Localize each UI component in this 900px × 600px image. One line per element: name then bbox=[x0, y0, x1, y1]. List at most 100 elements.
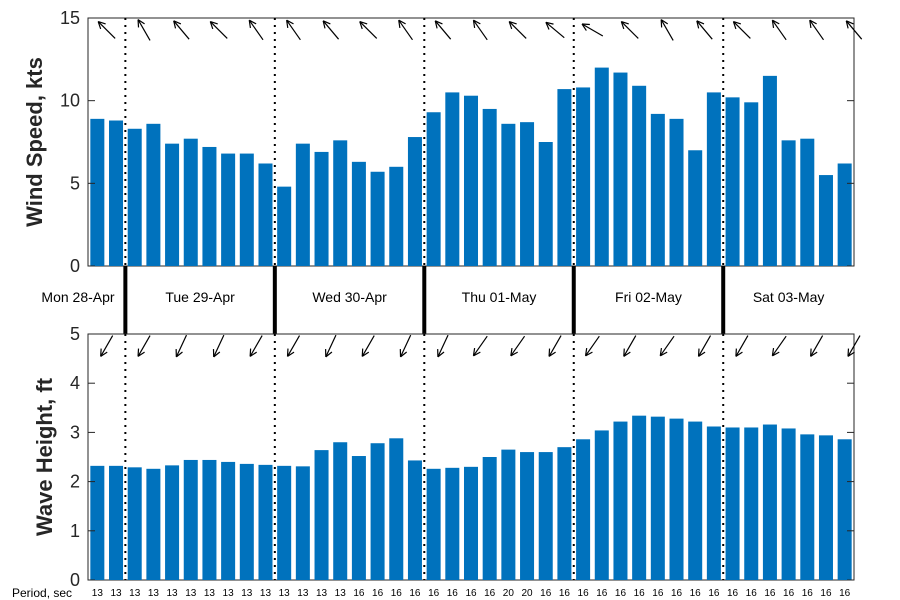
wind-bar bbox=[90, 118, 105, 266]
wave-direction-arrow bbox=[100, 335, 114, 357]
wave-y-axis-ticks: 0 1 2 3 4 5 bbox=[70, 324, 854, 590]
wave-bar bbox=[669, 418, 684, 580]
wave-bar bbox=[800, 434, 815, 580]
day-label: Thu 01-May bbox=[462, 289, 537, 305]
wave-tick-label: 2 bbox=[70, 472, 80, 492]
wind-bar bbox=[650, 113, 665, 266]
wind-bar bbox=[725, 97, 740, 266]
wind-direction-arrow bbox=[845, 20, 863, 40]
wave-tick-label: 3 bbox=[70, 422, 80, 442]
wind-direction-arrow bbox=[173, 20, 190, 40]
wind-bar bbox=[557, 89, 572, 267]
period-value: 13 bbox=[297, 588, 309, 599]
wave-bar bbox=[818, 435, 833, 580]
period-value: 13 bbox=[241, 588, 253, 599]
wind-bar bbox=[706, 92, 721, 267]
period-value: 16 bbox=[447, 588, 459, 599]
wind-direction-arrow bbox=[248, 19, 264, 41]
wind-direction-arrows bbox=[97, 19, 863, 41]
wind-direction-arrow bbox=[472, 19, 488, 41]
period-value: 16 bbox=[615, 588, 627, 599]
wind-bar bbox=[837, 163, 852, 266]
period-value: 16 bbox=[764, 588, 776, 599]
wave-bar bbox=[781, 428, 796, 580]
wave-bars bbox=[90, 415, 852, 580]
wind-bar bbox=[202, 146, 217, 266]
period-value: 16 bbox=[708, 588, 720, 599]
wind-bar bbox=[407, 137, 422, 266]
period-value: 20 bbox=[521, 588, 533, 599]
period-value: 16 bbox=[746, 588, 758, 599]
wind-tick-label: 5 bbox=[70, 173, 80, 193]
wind-direction-arrow bbox=[696, 20, 713, 40]
wave-bar bbox=[520, 452, 535, 580]
period-label: Period, sec bbox=[12, 586, 72, 600]
wave-direction-arrow bbox=[735, 335, 749, 357]
period-value: 16 bbox=[484, 588, 496, 599]
wave-bar bbox=[333, 442, 348, 580]
day-label: Sat 03-May bbox=[753, 289, 825, 305]
day-label: Tue 29-Apr bbox=[165, 289, 235, 305]
wind-speed-panel: 0 5 10 15 Wind Speed, kts bbox=[22, 8, 863, 276]
wave-direction-arrow bbox=[437, 334, 449, 358]
wave-bar bbox=[165, 465, 180, 580]
wave-direction-arrow bbox=[771, 335, 787, 357]
wind-bar bbox=[183, 138, 198, 266]
period-value: 16 bbox=[391, 588, 403, 599]
wave-bar bbox=[837, 439, 852, 580]
wind-direction-arrow bbox=[97, 20, 116, 39]
period-value: 13 bbox=[279, 588, 291, 599]
wave-direction-arrow bbox=[212, 334, 225, 358]
period-value: 13 bbox=[167, 588, 179, 599]
wind-bar bbox=[445, 92, 460, 267]
wind-bar bbox=[277, 186, 292, 266]
wave-bar bbox=[744, 427, 759, 580]
wave-direction-arrow bbox=[137, 335, 151, 357]
day-label: Fri 02-May bbox=[615, 289, 682, 305]
wave-bar bbox=[314, 450, 329, 580]
period-value: 13 bbox=[185, 588, 197, 599]
wind-bar bbox=[744, 102, 759, 266]
period-value: 13 bbox=[110, 588, 122, 599]
period-values: 13 13 13 13 13 13 13 13 13 13 13 13 13 13 16 16 16 16 16 16… bbox=[92, 588, 851, 599]
period-value: 16 bbox=[353, 588, 365, 599]
wave-direction-arrows bbox=[100, 334, 861, 358]
period-value: 16 bbox=[372, 588, 384, 599]
wind-bars bbox=[90, 67, 852, 267]
wave-bar bbox=[594, 430, 609, 580]
period-value: 13 bbox=[148, 588, 160, 599]
wind-bar bbox=[632, 85, 647, 266]
wind-y-axis-label: Wind Speed, kts bbox=[22, 57, 47, 227]
wind-direction-arrow bbox=[209, 20, 228, 39]
period-value: 13 bbox=[92, 588, 104, 599]
wave-bar bbox=[576, 439, 591, 580]
day-label: Wed 30-Apr bbox=[312, 289, 387, 305]
period-value: 13 bbox=[129, 588, 141, 599]
wave-bar bbox=[109, 465, 124, 580]
wave-bar bbox=[725, 427, 740, 580]
wind-tick-label: 15 bbox=[60, 8, 80, 28]
period-value: 16 bbox=[465, 588, 477, 599]
wind-bar bbox=[762, 75, 777, 266]
wind-direction-arrow bbox=[620, 20, 639, 39]
wave-direction-arrow bbox=[361, 335, 375, 357]
wind-bar bbox=[669, 118, 684, 266]
wind-bar bbox=[800, 138, 815, 266]
wind-direction-arrow bbox=[545, 21, 565, 39]
period-value: 16 bbox=[559, 588, 571, 599]
period-value: 16 bbox=[596, 588, 608, 599]
wave-bar bbox=[407, 460, 422, 580]
wind-bar bbox=[818, 175, 833, 266]
period-value: 20 bbox=[503, 588, 515, 599]
day-label: Mon 28-Apr bbox=[41, 289, 114, 305]
wind-bar bbox=[482, 108, 497, 266]
period-value: 16 bbox=[802, 588, 814, 599]
wind-bar bbox=[520, 122, 535, 266]
wind-y-axis-ticks: 0 5 10 15 bbox=[60, 8, 854, 276]
wind-direction-arrow bbox=[359, 20, 378, 39]
wind-direction-arrow bbox=[322, 20, 340, 40]
wind-direction-arrow bbox=[137, 19, 151, 41]
period-value: 13 bbox=[223, 588, 235, 599]
wave-direction-arrow bbox=[324, 334, 337, 358]
